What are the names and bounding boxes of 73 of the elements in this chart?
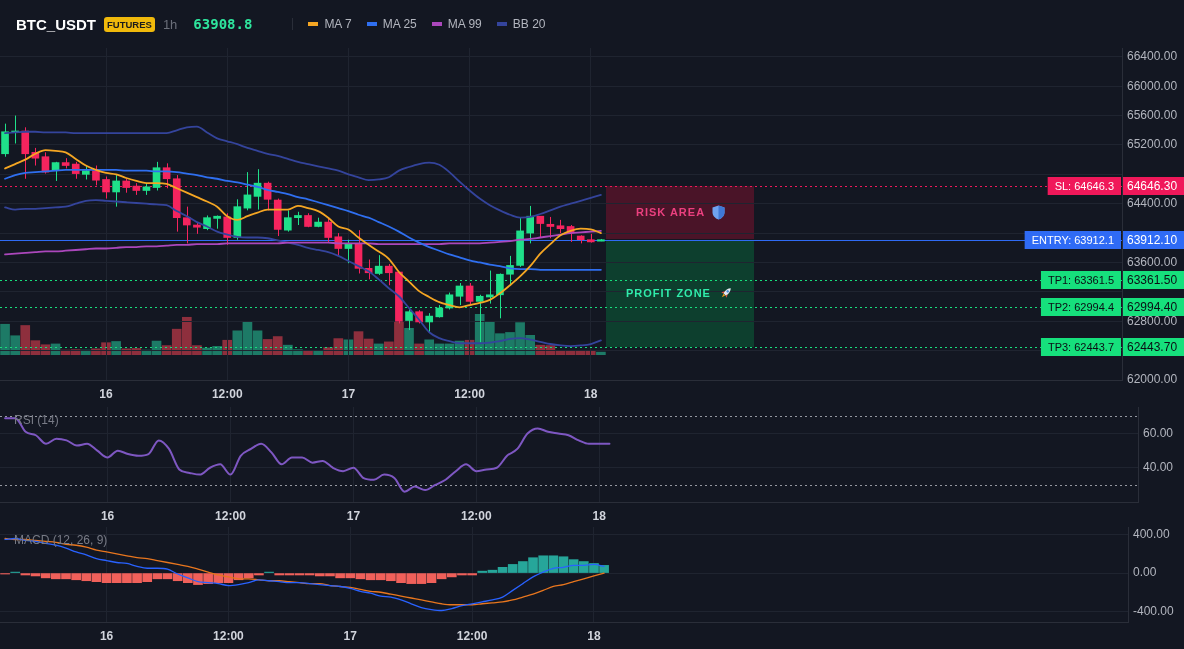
candlestick — [496, 273, 504, 319]
y-tick-label: 63600.00 — [1127, 254, 1178, 269]
text: 63912.10 — [1127, 232, 1178, 247]
y-tick-label: 66000.00 — [1127, 78, 1178, 93]
candlestick — [374, 254, 383, 276]
y-tick-label: 0.00 — [1133, 565, 1157, 580]
y-tick-label: 65200.00 — [1127, 137, 1178, 152]
x-tick-label: 12:00 — [215, 508, 247, 523]
candlestick — [183, 206, 191, 244]
line-series — [4, 417, 611, 493]
text: 62443.70 — [1127, 339, 1178, 354]
y-tick-label: 66400.00 — [1127, 49, 1178, 64]
x-tick-label: 12:00 — [454, 386, 486, 401]
y-tick-label: -400.00 — [1133, 603, 1175, 618]
candlestick — [324, 217, 333, 243]
legend-label: MA 7 — [324, 17, 352, 31]
legend-label: MA 99 — [447, 17, 482, 31]
y-tick-label: 40.00 — [1143, 460, 1174, 475]
x-tick-label: 16 — [99, 386, 114, 401]
candlestick — [485, 270, 494, 305]
y-tick-label: 400.00 — [1133, 526, 1171, 541]
y-tick-label: 62000.00 — [1127, 372, 1178, 387]
candlestick — [546, 216, 555, 239]
text: 62994.40 — [1127, 299, 1178, 314]
candlestick — [455, 282, 464, 306]
ref-line-label: ENTRY: 63912.1 — [1031, 233, 1114, 246]
candlestick — [465, 282, 474, 305]
x-tick-label: 16 — [99, 628, 114, 643]
candlestick — [344, 239, 353, 264]
ref-line-label: SL: 64646.3 — [1054, 179, 1115, 192]
x-tick-label: 18 — [592, 508, 607, 523]
ref-line-label: TP1: 63361.5 — [1047, 273, 1115, 286]
ref-line-label: TP3: 62443.7 — [1047, 340, 1115, 353]
text: 63361.50 — [1127, 272, 1178, 287]
x-tick-label: 18 — [587, 628, 601, 643]
candlestick — [536, 215, 545, 238]
candlestick — [112, 174, 120, 208]
candlestick — [384, 263, 393, 286]
line-series — [4, 149, 602, 309]
candlestick — [21, 126, 30, 180]
x-tick-label: 12:00 — [213, 628, 245, 643]
text: 64646.30 — [1127, 178, 1178, 193]
y-tick-label: 60.00 — [1143, 425, 1174, 440]
bar — [313, 350, 323, 355]
text: PROFIT ZONE — [626, 287, 711, 300]
bar — [303, 350, 313, 355]
candlestick — [283, 209, 292, 233]
x-tick-label: 18 — [584, 386, 598, 401]
y-tick-label: 65600.00 — [1127, 107, 1178, 122]
bar — [111, 341, 121, 355]
candlestick — [1, 123, 9, 158]
text: 63908.8 — [193, 16, 253, 32]
x-tick-label: 12:00 — [456, 628, 488, 643]
x-tick-label: 17 — [346, 508, 361, 523]
y-tick-label: 64400.00 — [1127, 196, 1178, 211]
x-tick-label: 16 — [100, 508, 115, 523]
y-tick-label: 62800.00 — [1127, 313, 1178, 328]
bar — [596, 351, 606, 355]
x-tick-label: 12:00 — [460, 508, 492, 523]
candlestick — [526, 205, 535, 244]
text: RISK AREA — [636, 206, 706, 219]
legend-label: MA 25 — [382, 17, 417, 31]
text: FUTURES — [104, 16, 155, 32]
ref-line-label: TP2: 62994.4 — [1047, 300, 1115, 313]
x-tick-label: 17 — [341, 386, 356, 401]
bar — [404, 328, 414, 355]
text: 1h — [162, 16, 178, 32]
candlestick — [425, 312, 434, 334]
chart-title: BTC_USDT — [16, 15, 97, 33]
x-tick-label: 12:00 — [211, 386, 243, 401]
x-tick-label: 17 — [343, 628, 358, 643]
legend-label: BB 20 — [512, 17, 546, 31]
candlestick — [223, 212, 232, 246]
